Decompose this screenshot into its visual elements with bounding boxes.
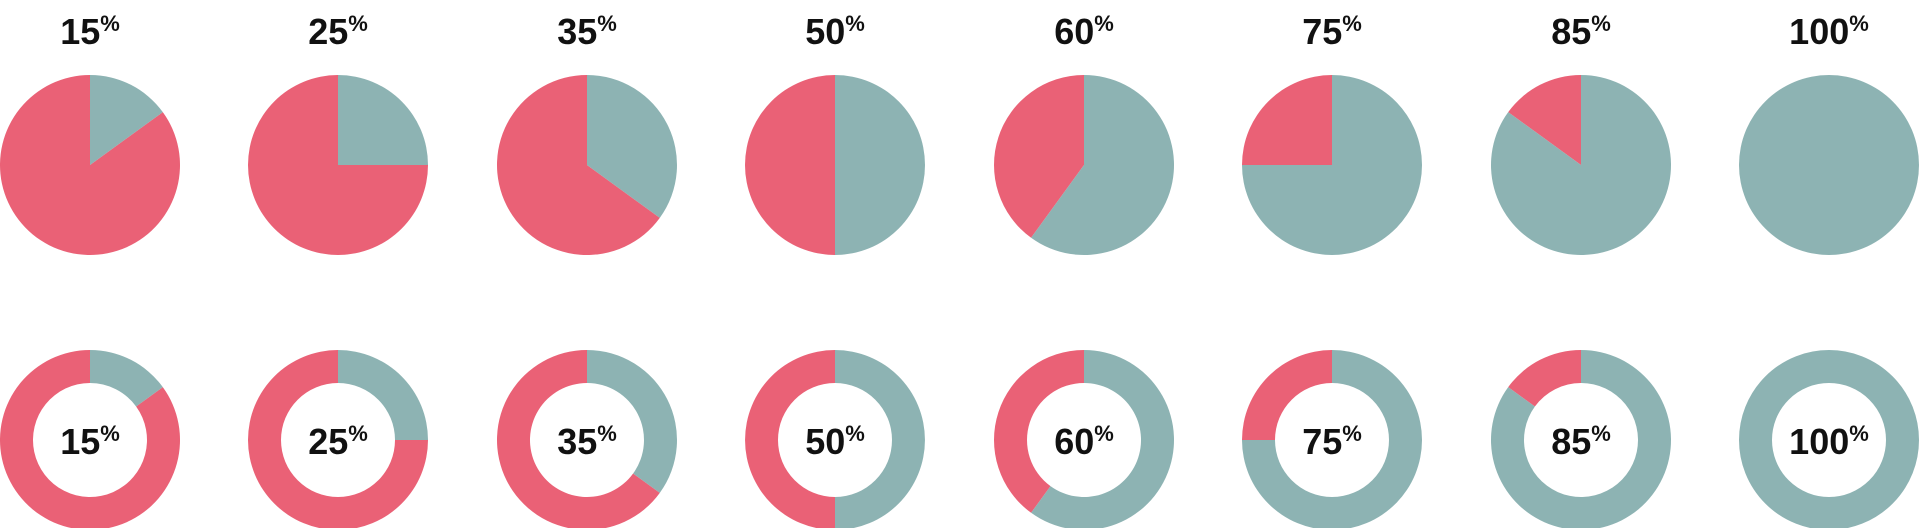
donut-segment-percentage: [587, 350, 677, 493]
donut-segment-remainder: [496, 350, 660, 528]
pie-chart-100: 100%: [1739, 11, 1919, 255]
pie-chart-50: 50%: [745, 11, 925, 255]
donut-segment-remainder: [1242, 350, 1332, 440]
pie-chart-35: 35%: [496, 11, 677, 255]
donut-segment-remainder: [1508, 350, 1581, 407]
pie-percent-label: 60%: [1054, 11, 1114, 52]
pie-percent-label: 75%: [1302, 11, 1362, 52]
pie-chart-25: 25%: [248, 11, 428, 255]
pie-chart-85: 85%: [1491, 11, 1672, 255]
donut-chart-100: 100%: [1739, 350, 1919, 528]
pie-slice-remainder: [994, 75, 1084, 238]
pie-slice-remainder: [1508, 75, 1581, 165]
pie-percent-label: 100%: [1789, 11, 1869, 52]
donut-segment-percentage: [835, 350, 925, 528]
donut-percent-label: 15%: [60, 421, 120, 462]
donut-segment-remainder: [994, 350, 1084, 513]
donut-chart-35: 35%: [496, 350, 677, 528]
donut-segment-percentage: [1031, 350, 1175, 528]
pie-slice-percentage: [1031, 75, 1175, 255]
donut-segment-percentage: [90, 350, 163, 407]
pie-percent-label: 35%: [557, 11, 617, 52]
donut-chart-row: 15% 25% 35% 50% 60% 75% 85% 100%: [0, 350, 1919, 528]
donut-percent-label: 25%: [308, 421, 368, 462]
pie-chart-row: 15% 25% 35% 50% 60% 75% 85% 100%: [0, 11, 1919, 255]
donut-percent-label: 75%: [1302, 421, 1362, 462]
pie-slice-remainder: [496, 74, 660, 255]
pie-slice-percentage: [1491, 75, 1672, 255]
pie-slice-percentage: [338, 75, 428, 165]
pie-chart-15: 15%: [0, 11, 180, 255]
donut-segment-percentage: [1491, 350, 1672, 528]
pie-slice-percentage: [587, 75, 677, 218]
pie-percent-label: 50%: [805, 11, 865, 52]
donut-segment-percentage: [1242, 350, 1422, 528]
donut-segment-percentage: [1739, 350, 1919, 528]
donut-chart-25: 25%: [248, 350, 428, 528]
donut-chart-50: 50%: [745, 350, 925, 528]
pie-percent-label: 15%: [60, 11, 120, 52]
pie-percent-label: 25%: [308, 11, 368, 52]
donut-percent-label: 35%: [557, 421, 617, 462]
pie-chart-75: 75%: [1242, 11, 1422, 255]
donut-segment-percentage: [338, 350, 428, 440]
donut-segment-remainder: [0, 350, 180, 528]
pie-slice-remainder: [0, 75, 180, 255]
pie-slice-percentage: [1242, 75, 1422, 255]
pie-percent-label: 85%: [1551, 11, 1611, 52]
donut-chart-85: 85%: [1491, 350, 1672, 528]
pie-chart-60: 60%: [994, 11, 1175, 255]
pie-slice-percentage: [1739, 75, 1919, 255]
donut-percent-label: 50%: [805, 421, 865, 462]
pie-slice-percentage: [835, 75, 925, 255]
donut-percent-label: 85%: [1551, 421, 1611, 462]
donut-segment-remainder: [745, 350, 835, 528]
donut-chart-75: 75%: [1242, 350, 1422, 528]
pie-slice-remainder: [1242, 75, 1332, 165]
pie-slice-percentage: [90, 75, 163, 165]
pie-slice-remainder: [745, 75, 835, 255]
donut-percent-label: 60%: [1054, 421, 1114, 462]
donut-segment-remainder: [248, 350, 428, 528]
donut-chart-60: 60%: [994, 350, 1175, 528]
donut-percent-label: 100%: [1789, 421, 1869, 462]
donut-chart-15: 15%: [0, 350, 180, 528]
